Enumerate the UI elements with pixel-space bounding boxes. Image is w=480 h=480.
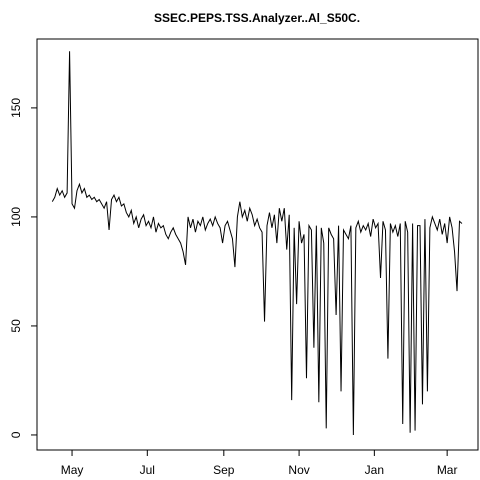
y-tick-label: 100	[9, 207, 23, 227]
chart-title: SSEC.PEPS.TSS.Analyzer..Al_S50C.	[154, 11, 360, 25]
y-tick-label: 50	[9, 319, 23, 333]
y-tick-label: 150	[9, 98, 23, 118]
y-tick-label: 0	[9, 431, 23, 438]
x-tick-label: Nov	[288, 463, 309, 477]
x-tick-label: Mar	[437, 463, 458, 477]
x-tick-label: Jul	[140, 463, 155, 477]
series-line	[51, 51, 463, 435]
x-tick-label: May	[61, 463, 84, 477]
x-tick-label: Sep	[213, 463, 235, 477]
x-tick-label: Jan	[365, 463, 384, 477]
plot-box	[36, 38, 479, 451]
